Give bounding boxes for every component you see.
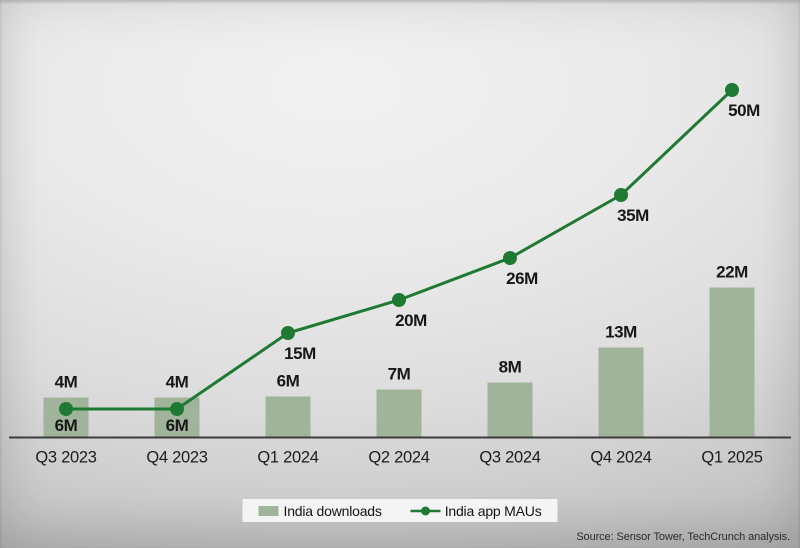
line-point-q1-2024 bbox=[281, 326, 295, 340]
bar-q4-2024 bbox=[598, 347, 644, 438]
line-value-label-q3-2023: 6M bbox=[55, 416, 78, 435]
line-point-q2-2024 bbox=[392, 293, 406, 307]
line-value-label-q4-2024: 35M bbox=[617, 206, 649, 225]
bar-swatch-icon bbox=[258, 505, 279, 516]
x-axis-label-q2-2024: Q2 2024 bbox=[368, 449, 429, 467]
legend-label-maus: India app MAUs bbox=[444, 502, 542, 519]
x-axis-label-q1-2024: Q1 2024 bbox=[257, 449, 318, 467]
x-axis-label-q1-2025: Q1 2025 bbox=[701, 449, 762, 467]
bar-value-label-q3-2023: 4M bbox=[55, 373, 78, 392]
x-axis-label-q3-2024: Q3 2024 bbox=[479, 449, 540, 467]
legend-item-downloads: India downloads bbox=[258, 502, 382, 519]
bar-q1-2024 bbox=[265, 396, 311, 438]
x-axis-label-q4-2023: Q4 2023 bbox=[146, 449, 207, 467]
x-axis-label-q4-2024: Q4 2024 bbox=[590, 449, 651, 467]
bar-value-label-q4-2024: 13M bbox=[605, 323, 637, 342]
line-point-q3-2024 bbox=[503, 251, 517, 265]
bar-value-label-q1-2025: 22M bbox=[716, 263, 748, 282]
line-point-q4-2023 bbox=[170, 402, 184, 416]
line-value-label-q1-2025: 50M bbox=[728, 101, 760, 120]
line-dot-swatch-icon bbox=[410, 506, 442, 516]
line-value-label-q2-2024: 20M bbox=[395, 311, 427, 330]
bar-q1-2025 bbox=[709, 287, 755, 438]
bar-value-label-q2-2024: 7M bbox=[388, 365, 411, 384]
line-value-label-q4-2023: 6M bbox=[166, 416, 189, 435]
bar-value-label-q1-2024: 6M bbox=[277, 372, 300, 391]
line-point-q4-2024 bbox=[614, 188, 628, 202]
x-axis-label-q3-2023: Q3 2023 bbox=[35, 449, 96, 467]
legend-label-downloads: India downloads bbox=[283, 502, 382, 519]
bar-value-label-q4-2023: 4M bbox=[166, 373, 189, 392]
line-value-label-q3-2024: 26M bbox=[506, 269, 538, 288]
line-value-label-q1-2024: 15M bbox=[284, 344, 316, 363]
bar-q3-2024 bbox=[487, 382, 533, 438]
bar-value-label-q3-2024: 8M bbox=[499, 358, 522, 377]
chart-legend: India downloads India app MAUs bbox=[242, 499, 558, 522]
line-point-q1-2025 bbox=[725, 83, 739, 97]
legend-item-maus: India app MAUs bbox=[410, 503, 542, 519]
line-point-q3-2023 bbox=[59, 402, 73, 416]
source-attribution: Source: Sensor Tower, TechCrunch analysi… bbox=[576, 531, 790, 543]
bar-q2-2024 bbox=[376, 389, 422, 438]
